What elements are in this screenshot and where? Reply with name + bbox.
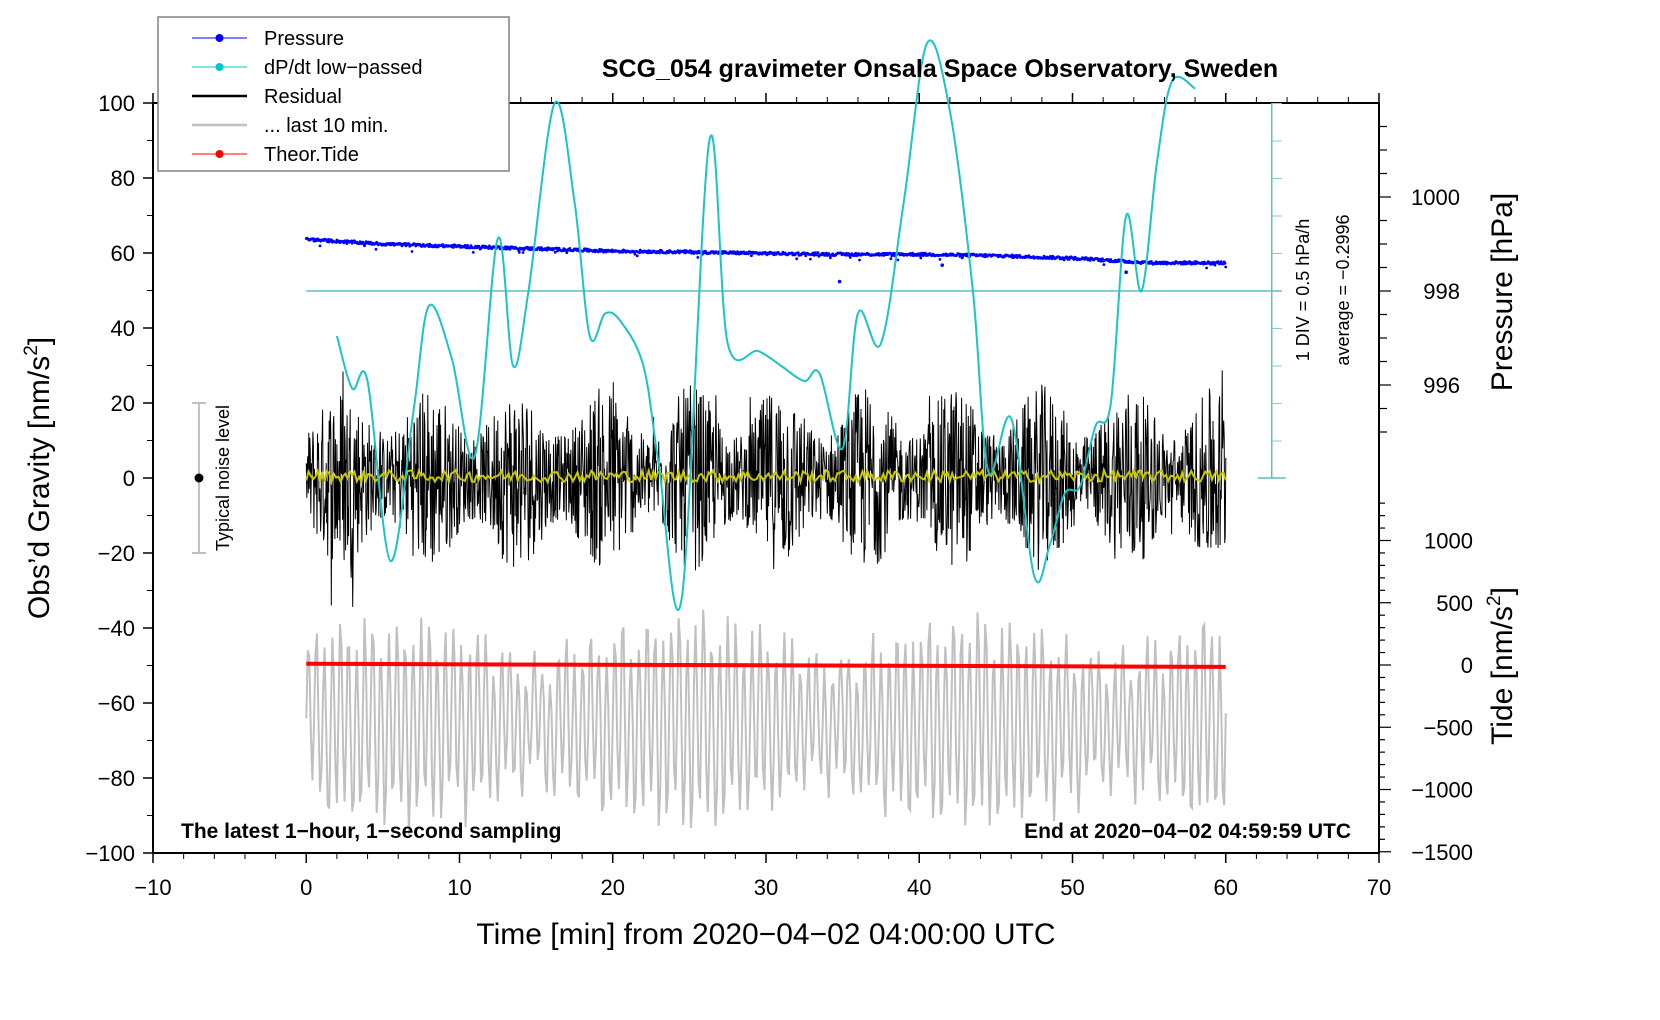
- legend-item: Theor.Tide: [192, 144, 359, 166]
- y-left-tick-label: −80: [98, 766, 135, 791]
- dpdt-scale-label: 1 DIV = 0.5 hPa/h: [1293, 219, 1313, 362]
- y-axis-left-title-base: Obs’d Gravity [nm/s: [23, 356, 56, 619]
- y-left-tick-label: −40: [98, 616, 135, 641]
- y-axis-tide-title-sup: 2: [1484, 595, 1505, 606]
- x-tick-label: 30: [754, 875, 778, 900]
- y-left-tick-label: 60: [111, 241, 135, 266]
- legend-swatch-dot: [215, 63, 224, 71]
- x-tick-label: −10: [134, 875, 171, 900]
- end-time-annotation: End at 2020−04−02 04:59:59 UTC: [1024, 820, 1351, 843]
- y-left-tick-label: 20: [111, 391, 135, 416]
- x-tick-label: 60: [1214, 875, 1238, 900]
- noise-bar-center-dot: [194, 473, 204, 483]
- series-residual-smoothed: [305, 466, 1227, 486]
- series-theor-tide: [306, 661, 1226, 669]
- legend-item: dP/dt low−passed: [192, 57, 422, 79]
- y-axis-left-title-end: ]: [23, 337, 56, 345]
- legend-box: [157, 16, 510, 172]
- series-pressure: [304, 236, 1228, 284]
- legend-swatch-dot: [215, 150, 224, 158]
- y-left-tick-label: 0: [123, 466, 135, 491]
- x-tick-label: 70: [1367, 875, 1391, 900]
- x-tick-label: 20: [601, 875, 625, 900]
- pressure-outlier: [1124, 270, 1128, 275]
- y-left-tick-label: 100: [98, 91, 135, 116]
- x-tick-label: 50: [1060, 875, 1084, 900]
- x-tick-label: 40: [907, 875, 931, 900]
- tide-line: [306, 661, 1226, 669]
- pressure-tick-label: 996: [1423, 373, 1460, 398]
- x-tick-label: 0: [300, 875, 312, 900]
- pressure-tick-label: 1000: [1411, 185, 1460, 210]
- y-left-tick-label: −20: [98, 541, 135, 566]
- legend-item: Pressure: [192, 28, 344, 50]
- axis-ticks: [143, 93, 1391, 863]
- pressure-dots: [304, 236, 1228, 270]
- y-left-tick-label: −60: [98, 691, 135, 716]
- y-left-tick-label: 40: [111, 316, 135, 341]
- sampling-annotation: The latest 1−hour, 1−second sampling: [181, 820, 561, 843]
- legend-label: dP/dt low−passed: [264, 57, 422, 79]
- y-axis-left-title: Obs’d Gravity [nm/s2]: [21, 337, 56, 619]
- chart-title: SCG_054 gravimeter Onsala Space Observat…: [602, 55, 1278, 83]
- tick-labels: −10 0 10 20 30 40 50 60 70100806040200−20−40−60−…: [85, 91, 1473, 900]
- legend-swatch-dot: [215, 34, 224, 42]
- tide-tick-label: −1500: [1411, 840, 1473, 865]
- pressure-outlier: [940, 263, 945, 267]
- y-axis-tide-title-end: ]: [1486, 587, 1519, 595]
- y-axis-pressure-title: Pressure [hPa]: [1486, 193, 1519, 391]
- x-tick-label: 10: [447, 875, 471, 900]
- series-residual: [305, 370, 1227, 607]
- noise-level-label: Typical noise level: [213, 405, 233, 551]
- tide-tick-label: 500: [1436, 591, 1473, 616]
- tide-tick-label: −1000: [1411, 778, 1473, 803]
- legend: Pressure dP/dt low−passed Residual ... last…: [157, 16, 510, 172]
- noise-bar: [191, 402, 206, 554]
- legend-item: ... last 10 min.: [192, 115, 389, 137]
- residual-line: [305, 370, 1227, 607]
- series-dpdt: [335, 39, 1196, 611]
- last-10-min-line: [305, 609, 1227, 835]
- legend-label: Pressure: [264, 28, 344, 50]
- tide-tick-label: 0: [1461, 653, 1473, 678]
- series-last-10-min: [305, 609, 1227, 835]
- y-axis-left-title-sup: 2: [21, 345, 42, 356]
- y-axis-tide-title: Tide [nm/s2]: [1484, 587, 1519, 745]
- tide-tick-label: 1000: [1424, 529, 1473, 554]
- legend-label: ... last 10 min.: [264, 115, 389, 137]
- y-left-tick-label: 80: [111, 166, 135, 191]
- legend-label: Theor.Tide: [264, 144, 359, 166]
- pressure-tick-label: 998: [1423, 279, 1460, 304]
- legend-label: Residual: [264, 86, 342, 108]
- y-left-tick-label: −100: [85, 841, 135, 866]
- tide-tick-label: −500: [1423, 715, 1473, 740]
- y-axis-tide-title-base: Tide [nm/s: [1486, 606, 1519, 745]
- dpdt-line: [335, 39, 1196, 611]
- x-axis-title: Time [min] from 2020−04−02 04:00:00 UTC: [476, 918, 1055, 951]
- pressure-outlier: [837, 279, 842, 284]
- residual-smoothed-line: [305, 466, 1227, 486]
- legend-item: Residual: [192, 86, 342, 108]
- dpdt-average-label: average = −0.2996: [1333, 214, 1353, 365]
